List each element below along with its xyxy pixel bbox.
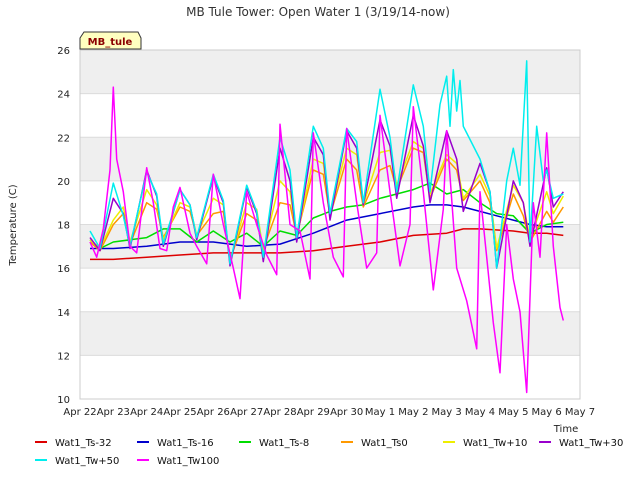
y-tick-labels: 10 12 14 16 18 20 22 24 26 [57,46,70,406]
chart-title: MB Tule Tower: Open Water 1 (3/19/14-now… [186,5,450,19]
x-tick-label: May 7 [565,407,595,418]
x-axis-label: Time [553,424,578,435]
x-tick-label: Apr 26 [197,407,230,418]
x-tick-label: Apr 29 [297,407,330,418]
y-tick-label: 24 [57,90,70,101]
axes [79,49,581,400]
legend-item: Wat1_Tw+50 [35,456,119,467]
legend-label: Wat1_Tw+10 [463,438,527,449]
plot-band [80,137,580,181]
x-tick-label: Apr 30 [330,407,363,418]
legend-item: Wat1_Tw+30 [539,438,623,449]
x-tick-label: May 4 [465,407,495,418]
legend-label: Wat1_Ts0 [361,438,408,449]
station-tag-label: MB_tule [88,37,133,48]
plot-band [80,50,580,94]
y-tick-label: 12 [57,351,70,362]
x-tick-label: May 1 [365,407,395,418]
series-lines [89,60,565,394]
series-line-wat1-ts-16 [90,204,564,250]
x-tick-label: Apr 25 [163,407,196,418]
legend-label: Wat1_Ts-32 [55,438,112,449]
x-tick-label: Apr 23 [97,407,130,418]
legend-item: Wat1_Ts-8 [239,438,309,449]
legend: Wat1_Ts-32 Wat1_Ts-16 Wat1_Ts-8 Wat1_Ts0 Wat… [35,438,623,467]
x-tick-label: May 2 [398,407,428,418]
legend-label: Wat1_Tw100 [157,456,219,467]
plot-band [80,311,580,356]
series-line-wat1-tw-50 [89,60,564,269]
y-tick-label: 22 [57,133,70,144]
legend-item: Wat1_Tw+10 [443,438,527,449]
y-tick-label: 16 [57,264,70,275]
station-tag-box [79,31,142,50]
legend-item: Wat1_Ts0 [341,438,408,449]
x-tick-label: Apr 24 [130,407,163,418]
legend-label: Wat1_Ts-8 [259,438,309,449]
x-tick-label: Apr 28 [263,407,296,418]
plot-frame [79,49,581,400]
x-tick-label: Apr 22 [63,407,96,418]
series-line-wat1-tw100 [89,86,565,394]
y-axis-label: Temperature (C) [8,184,19,266]
x-tick-labels: Apr 22 Apr 23 Apr 24 Apr 25 Apr 26 Apr 27 Apr … [63,407,595,418]
y-tick-label: 14 [57,308,70,319]
legend-item: Wat1_Ts-16 [137,438,214,449]
legend-label: Wat1_Tw+30 [559,438,623,449]
station-tag: MB_tule [79,31,142,50]
x-tick-label: Apr 27 [230,407,263,418]
y-tick-label: 18 [57,221,70,232]
legend-item: Wat1_Tw100 [137,456,219,467]
y-tick-label: 20 [57,177,70,188]
x-tick-label: May 6 [532,407,562,418]
legend-label: Wat1_Tw+50 [55,456,119,467]
y-tick-label: 10 [57,395,70,406]
legend-label: Wat1_Ts-16 [157,438,214,449]
x-tick-label: May 5 [498,407,528,418]
x-tick-label: May 3 [432,407,462,418]
y-tick-label: 26 [57,46,70,57]
legend-item: Wat1_Ts-32 [35,438,112,449]
